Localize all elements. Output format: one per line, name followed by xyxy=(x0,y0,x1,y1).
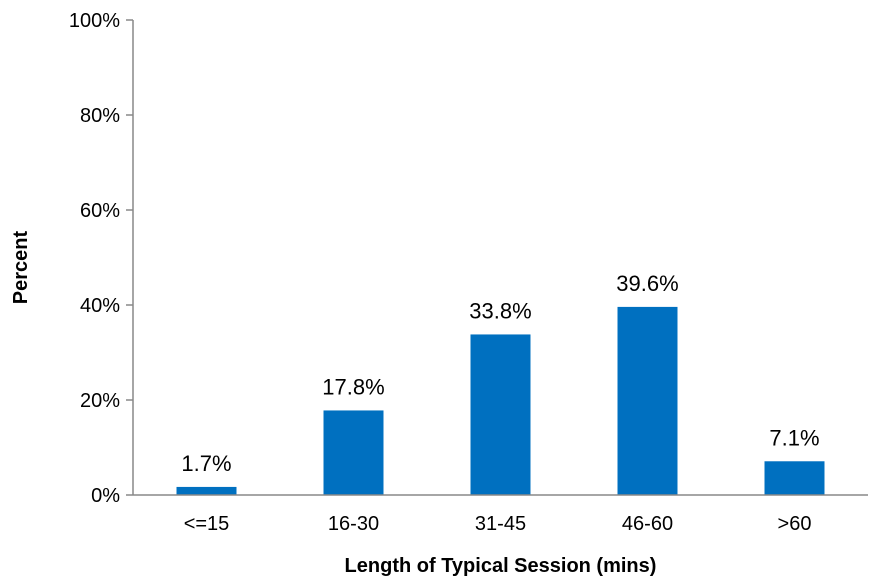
y-axis-title: Percent xyxy=(10,230,32,304)
y-tick-label: 20% xyxy=(80,390,120,412)
bars xyxy=(176,306,825,495)
x-tick-label: >60 xyxy=(778,513,812,535)
bar-data-label: 1.7% xyxy=(181,451,231,476)
bar xyxy=(323,410,384,495)
y-tick-label: 40% xyxy=(80,295,120,317)
bar xyxy=(764,461,825,495)
y-tick-label: 60% xyxy=(80,200,120,222)
x-tick-label: <=15 xyxy=(184,513,230,535)
bar-data-label: 7.1% xyxy=(769,425,819,450)
data-labels: 1.7% 17.8% 33.8% 39.6% 7.1% xyxy=(181,271,819,476)
x-tick-label: 16-30 xyxy=(328,513,379,535)
x-axis-title: Length of Typical Session (mins) xyxy=(345,555,657,577)
y-tick-label: 0% xyxy=(91,485,120,507)
bar xyxy=(470,334,531,495)
x-axis-ticks: <=15 16-30 31-45 46-60 >60 xyxy=(184,513,812,535)
bar-data-label: 17.8% xyxy=(322,374,384,399)
x-tick-label: 31-45 xyxy=(475,513,526,535)
y-tick-label: 80% xyxy=(80,105,120,127)
bar-data-label: 33.8% xyxy=(469,298,531,323)
bar-data-label: 39.6% xyxy=(616,271,678,296)
bar xyxy=(176,486,237,495)
y-axis-ticks: 0% 20% 40% 60% 80% 100% xyxy=(69,10,133,507)
bar xyxy=(617,306,678,495)
y-tick-label: 100% xyxy=(69,10,120,32)
x-tick-label: 46-60 xyxy=(622,513,673,535)
